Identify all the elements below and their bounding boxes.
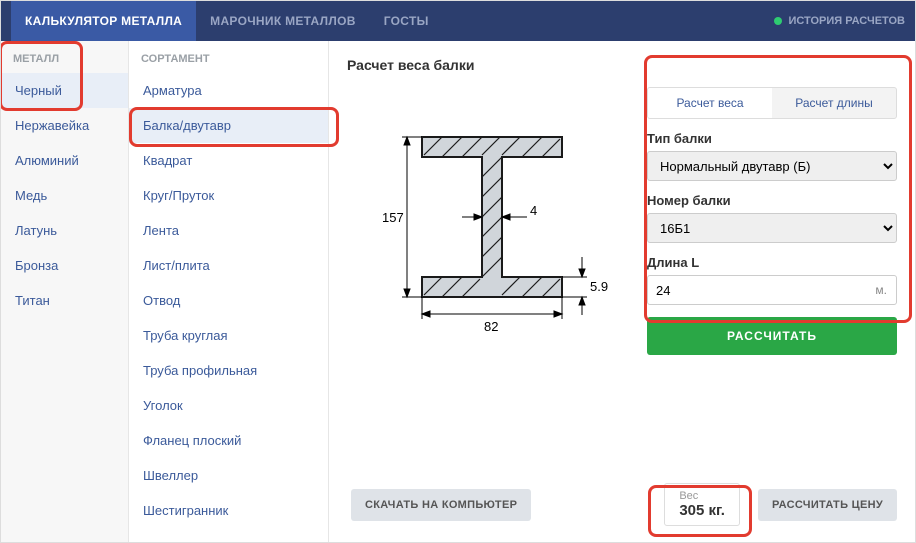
tab-length[interactable]: Расчет длины — [772, 88, 896, 118]
sort-item-1[interactable]: Балка/двутавр — [129, 108, 328, 143]
sort-item-3[interactable]: Круг/Пруток — [129, 178, 328, 213]
sortament-column: СОРТАМЕНТ Арматура Балка/двутавр Квадрат… — [129, 41, 329, 542]
calculate-button[interactable]: Рассчитать — [647, 317, 897, 355]
top-nav: КАЛЬКУЛЯТОР МЕТАЛЛА МАРОЧНИК МЕТАЛЛОВ ГО… — [1, 1, 915, 41]
sort-item-7[interactable]: Труба круглая — [129, 318, 328, 353]
metal-item-bronze[interactable]: Бронза — [1, 248, 128, 283]
price-button[interactable]: РАССЧИТАТЬ ЦЕНУ — [758, 489, 897, 521]
label-beam-type: Тип балки — [647, 131, 897, 146]
sort-item-10[interactable]: Фланец плоский — [129, 423, 328, 458]
sort-item-8[interactable]: Труба профильная — [129, 353, 328, 388]
metal-item-aluminium[interactable]: Алюминий — [1, 143, 128, 178]
body: МЕТАЛЛ Черный Нержавейка Алюминий Медь Л… — [1, 41, 915, 542]
sort-item-2[interactable]: Квадрат — [129, 143, 328, 178]
metal-item-copper[interactable]: Медь — [1, 178, 128, 213]
dim-web: 4 — [530, 203, 537, 218]
page-title: Расчет веса балки — [347, 57, 897, 73]
tab-grades[interactable]: МАРОЧНИК МЕТАЛЛОВ — [196, 1, 370, 41]
result-box: Вес 305 кг. — [664, 483, 740, 526]
field-beam-num: Номер балки 16Б1 — [647, 193, 897, 243]
tab-calculator[interactable]: КАЛЬКУЛЯТОР МЕТАЛЛА — [11, 1, 196, 41]
dim-width: 82 — [484, 319, 498, 334]
metal-item-brass[interactable]: Латунь — [1, 213, 128, 248]
select-beam-num[interactable]: 16Б1 — [647, 213, 897, 243]
metal-item-stainless[interactable]: Нержавейка — [1, 108, 128, 143]
history-link[interactable]: ИСТОРИЯ РАСЧЕТОВ — [774, 15, 905, 27]
label-beam-num: Номер балки — [647, 193, 897, 208]
footer-row: СКАЧАТЬ НА КОМПЬЮТЕР Вес 305 кг. РАССЧИТ… — [351, 483, 897, 526]
input-length[interactable] — [647, 275, 897, 305]
calc-tabs: Расчет веса Расчет длины — [647, 87, 897, 119]
sort-item-12[interactable]: Шестигранник — [129, 493, 328, 528]
result-value: 305 кг. — [679, 502, 725, 519]
length-unit: м. — [875, 283, 887, 297]
calc-panel: Расчет веса Расчет длины Тип балки Норма… — [647, 87, 897, 355]
metal-item-titanium[interactable]: Титан — [1, 283, 128, 318]
main-area: Расчет веса балки — [329, 41, 915, 542]
tab-gost[interactable]: ГОСТЫ — [370, 1, 443, 41]
metal-column: МЕТАЛЛ Черный Нержавейка Алюминий Медь Л… — [1, 41, 129, 542]
sort-item-5[interactable]: Лист/плита — [129, 248, 328, 283]
sort-item-4[interactable]: Лента — [129, 213, 328, 248]
sort-item-11[interactable]: Швеллер — [129, 458, 328, 493]
dim-flange: 5.9 — [590, 279, 608, 294]
sort-item-9[interactable]: Уголок — [129, 388, 328, 423]
sort-item-6[interactable]: Отвод — [129, 283, 328, 318]
field-beam-type: Тип балки Нормальный двутавр (Б) — [647, 131, 897, 181]
select-beam-type[interactable]: Нормальный двутавр (Б) — [647, 151, 897, 181]
metal-header: МЕТАЛЛ — [1, 41, 128, 73]
field-length: Длина L м. — [647, 255, 897, 305]
sort-item-0[interactable]: Арматура — [129, 73, 328, 108]
sortament-header: СОРТАМЕНТ — [129, 41, 328, 73]
tab-weight[interactable]: Расчет веса — [648, 88, 772, 118]
download-button[interactable]: СКАЧАТЬ НА КОМПЬЮТЕР — [351, 489, 531, 521]
beam-diagram: 157 82 4 5.9 — [347, 87, 627, 355]
metal-item-black[interactable]: Черный — [1, 73, 128, 108]
app: КАЛЬКУЛЯТОР МЕТАЛЛА МАРОЧНИК МЕТАЛЛОВ ГО… — [0, 0, 916, 543]
result-label: Вес — [679, 490, 725, 502]
label-length: Длина L — [647, 255, 897, 270]
content-row: 157 82 4 5.9 Расчет веса Расчет длины Ти… — [347, 87, 897, 355]
dim-height: 157 — [382, 210, 404, 225]
